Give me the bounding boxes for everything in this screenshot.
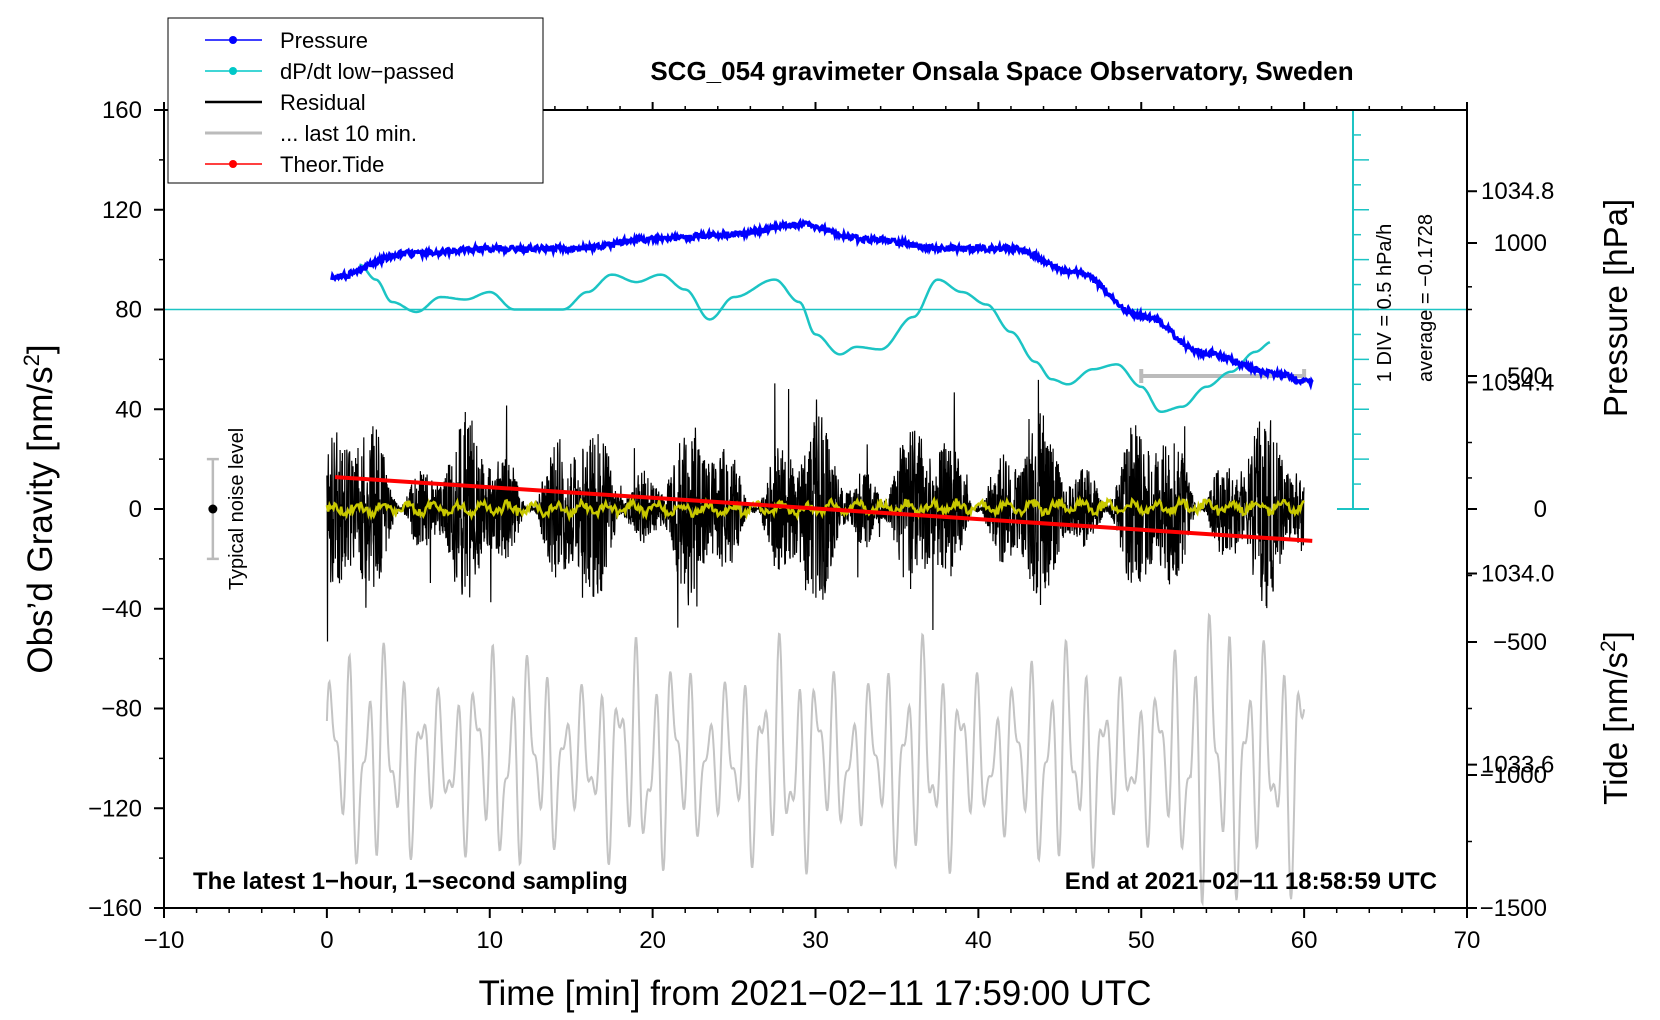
x-tick-label: 10: [476, 927, 503, 954]
y-axis-title-text: Obs’d Gravity [nm/s: [21, 366, 60, 673]
dpdt-scale-label: 1 DIV = 0.5 hPa/h: [1374, 224, 1396, 382]
noise-level-label: Typical noise level: [226, 428, 248, 590]
y-axis-title-sup: 2: [19, 354, 44, 366]
pressure-line: [330, 217, 1314, 391]
x-tick-label: 50: [1128, 927, 1155, 954]
tide-axis-title: Tide [nm/s2]: [1597, 631, 1634, 805]
y-axis-title: Obs’d Gravity [nm/s2]: [19, 344, 60, 673]
x-tick-label: 30: [802, 927, 829, 954]
pressure-axis-title: Pressure [hPa]: [1597, 199, 1634, 417]
legend-swatch-marker: [229, 160, 237, 168]
tide-axis-title-close: ]: [1597, 631, 1634, 640]
x-tick-label: 20: [639, 927, 666, 954]
tide-axis-title-text: Tide [nm/s: [1597, 652, 1634, 805]
pressure-tick-label: 1033.6: [1481, 752, 1554, 779]
y-tick-label: 120: [102, 197, 142, 224]
legend-label: Pressure: [280, 28, 368, 53]
tide-axis-title-sup: 2: [1597, 640, 1620, 652]
y-tick-label: −80: [101, 696, 142, 723]
x-tick-label: −10: [144, 927, 185, 954]
tide-tick-label: 1000: [1494, 230, 1547, 257]
legend-swatch-marker: [229, 67, 237, 75]
y-tick-label: −160: [88, 895, 142, 922]
dpdt-line: [359, 263, 1271, 413]
y-tick-label: 0: [129, 496, 142, 523]
tide-tick-label: −1500: [1480, 895, 1547, 922]
tide-tick-label: 500: [1507, 363, 1547, 390]
dpdt-series: [164, 109, 1467, 510]
x-tick-label: 70: [1454, 927, 1481, 954]
legend-box: [167, 17, 544, 184]
residual-line: [326, 379, 1305, 642]
tide-tick-label: −500: [1493, 629, 1547, 656]
tide-line: [334, 475, 1313, 543]
tide-series: [334, 475, 1313, 543]
y-tick-label: −40: [101, 596, 142, 623]
y-tick-label: −120: [88, 795, 142, 822]
x-tick-label: 40: [965, 927, 992, 954]
last10-line: [325, 612, 1306, 907]
legend-swatch-marker: [229, 36, 237, 44]
pressure-tick-label: 1034.0: [1481, 561, 1554, 588]
legend-label: dP/dt low−passed: [280, 59, 454, 84]
x-tick-label: 60: [1291, 927, 1318, 954]
y-axis-title-close: ]: [21, 344, 60, 354]
pressure-tick-label: 1034.8: [1481, 178, 1554, 205]
axes: −10 0 10 20 30 40 50 60 70 −160 −120 −80 −40 0 40 80 120…: [88, 97, 1554, 954]
legend-label: Residual: [280, 90, 366, 115]
tide-tick-label: 0: [1534, 496, 1547, 523]
x-tick-label: 0: [320, 927, 333, 954]
tide-tick-label: −1000: [1480, 762, 1547, 789]
pressure-tick-label: 1034.4: [1481, 369, 1554, 396]
legend-label: Theor.Tide: [280, 152, 384, 177]
annotations: [206, 457, 219, 561]
dpdt-average-label: average = −0.1728: [1415, 214, 1437, 382]
legend: Pressure dP/dt low−passed Residual ... last…: [167, 17, 544, 184]
y-tick-label: 80: [115, 297, 142, 324]
pressure-series: [330, 217, 1314, 391]
x-axis-title: Time [min] from 2021−02−11 17:59:00 UTC: [478, 974, 1151, 1013]
y-tick-label: 40: [115, 396, 142, 423]
footer-left-label: The latest 1−hour, 1−second sampling: [193, 868, 628, 895]
chart-title: SCG_054 gravimeter Onsala Space Observat…: [650, 56, 1353, 86]
footer-right-label: End at 2021−02−11 18:58:59 UTC: [1065, 868, 1437, 895]
y-tick-label: 160: [102, 97, 142, 124]
noise-level-dot: [208, 504, 218, 514]
residual-series: [326, 379, 1305, 642]
legend-label: ... last 10 min.: [280, 121, 417, 146]
